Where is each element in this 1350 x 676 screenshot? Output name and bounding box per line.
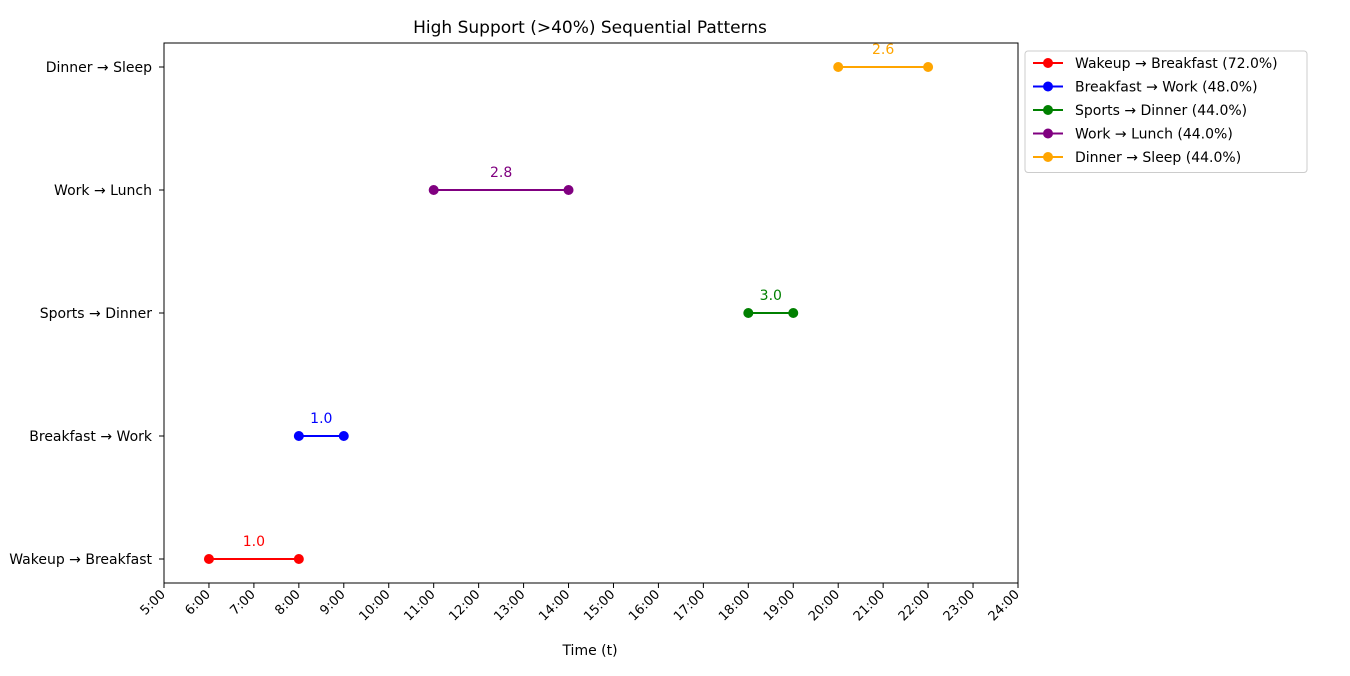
end-point: [338, 431, 349, 441]
y-tick-label: Dinner → Sleep: [46, 60, 152, 76]
legend-entry: Work → Lunch (44.0%): [1033, 127, 1233, 143]
series-dinner-sleep: 2.6: [833, 42, 934, 72]
y-tick-label: Sports → Dinner: [40, 306, 153, 322]
x-tick-label: 14:00: [536, 587, 573, 624]
series-breakfast-work: 1.0: [293, 411, 349, 441]
data-label: 2.8: [490, 165, 512, 181]
x-tick-label: 19:00: [761, 587, 798, 624]
legend-marker: [1043, 58, 1053, 68]
x-tick-label: 24:00: [986, 587, 1023, 624]
legend-marker: [1043, 105, 1053, 115]
x-tick-label: 8:00: [272, 587, 303, 618]
legend-marker: [1043, 152, 1053, 162]
x-tick-label: 21:00: [851, 587, 888, 624]
y-tick-label: Work → Lunch: [54, 183, 152, 199]
plot-area: 1.0 1.0 3.0 2.8 2.6: [203, 42, 934, 564]
legend: Wakeup → Breakfast (72.0%) Breakfast → Wo…: [1024, 50, 1308, 173]
y-tick-label: Wakeup → Breakfast: [9, 552, 152, 568]
start-point: [293, 431, 304, 441]
y-tick-label: Breakfast → Work: [29, 429, 153, 445]
legend-marker: [1043, 128, 1053, 139]
end-point: [293, 554, 304, 564]
data-label: 2.6: [872, 42, 894, 58]
series-wakeup-breakfast: 1.0: [203, 534, 304, 564]
data-label: 3.0: [760, 288, 782, 304]
legend-entry: Sports → Dinner (44.0%): [1033, 103, 1247, 119]
end-point: [788, 308, 799, 318]
plot-frame: [163, 42, 1019, 584]
start-point: [428, 185, 439, 195]
series-sports-dinner: 3.0: [743, 288, 799, 318]
x-tick-label: 10:00: [356, 587, 393, 624]
legend-label: Breakfast → Work (48.0%): [1075, 80, 1258, 96]
x-tick-label: 6:00: [183, 587, 214, 618]
x-tick-label: 9:00: [317, 587, 348, 618]
axes: 5:00 6:00 7:00 8:00 9:00 10:00 11:00 12:00 13:00…: [9, 42, 1023, 624]
x-tick-label: 22:00: [896, 587, 933, 624]
x-tick-label: 23:00: [941, 587, 978, 624]
x-tick-label: 11:00: [401, 587, 438, 624]
legend-entry: Breakfast → Work (48.0%): [1033, 80, 1258, 96]
chart-title: High Support (>40%) Sequential Patterns: [413, 18, 767, 38]
x-tick-label: 13:00: [491, 587, 528, 624]
legend-label: Work → Lunch (44.0%): [1075, 127, 1233, 143]
end-point: [923, 62, 934, 72]
x-tick-label: 18:00: [716, 587, 753, 624]
legend-label: Sports → Dinner (44.0%): [1075, 103, 1247, 119]
start-point: [203, 554, 214, 564]
x-tick-label: 17:00: [671, 587, 708, 624]
data-label: 1.0: [243, 534, 265, 550]
x-tick-label: 7:00: [227, 587, 258, 618]
series-work-lunch: 2.8: [428, 165, 574, 195]
x-tick-label: 5:00: [138, 587, 169, 618]
legend-label: Wakeup → Breakfast (72.0%): [1075, 56, 1278, 72]
x-tick-label: 20:00: [806, 587, 843, 624]
legend-box: [1024, 50, 1308, 173]
data-label: 1.0: [310, 411, 332, 427]
legend-entry: Wakeup → Breakfast (72.0%): [1033, 56, 1278, 72]
legend-marker: [1043, 81, 1053, 92]
x-tick-label: 16:00: [626, 587, 663, 624]
start-point: [743, 308, 754, 318]
x-axis-label: Time (t): [561, 643, 617, 659]
x-tick-label: 12:00: [446, 587, 483, 624]
x-tick-label: 15:00: [581, 587, 618, 624]
end-point: [563, 185, 574, 195]
legend-entry: Dinner → Sleep (44.0%): [1033, 150, 1241, 166]
legend-label: Dinner → Sleep (44.0%): [1075, 150, 1241, 166]
start-point: [833, 62, 844, 72]
